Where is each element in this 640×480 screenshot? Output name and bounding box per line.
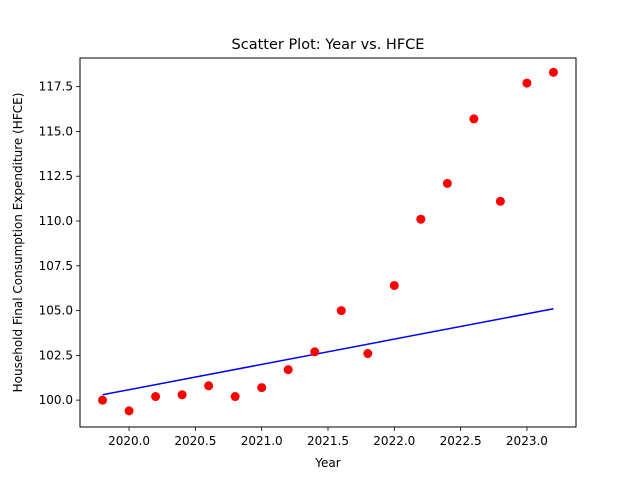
data-point [469,114,479,124]
y-tick-label: 105.0 [39,304,73,318]
data-point [283,365,293,375]
y-tick-label: 110.0 [39,214,73,228]
x-tick-label: 2021.0 [241,434,283,448]
data-point [416,214,426,224]
data-point [230,392,240,402]
x-tick-label: 2020.0 [108,434,150,448]
x-axis-label: Year [314,456,340,470]
trend-line [102,308,554,396]
chart-title: Scatter Plot: Year vs. HFCE [232,37,425,53]
data-point [522,78,532,88]
axes-frame [79,57,577,428]
data-point [495,196,505,206]
data-point [177,390,187,400]
x-axis: 2020.0 2020.5 2021.0 2021.5 2022.0 2022.5 2023… [108,427,548,448]
y-tick-label: 100.0 [39,393,73,407]
data-point [442,178,452,188]
data-point [389,280,399,290]
data-point [151,392,161,402]
y-axis-label: Household Final Consumption Expenditure … [11,93,25,393]
y-axis: 100.0 102.5 105.0 107.5 110.0 112.5 115.0 117.5 [39,80,80,407]
x-tick-label: 2021.5 [307,434,349,448]
y-tick-label: 107.5 [39,259,73,273]
y-tick-label: 117.5 [39,80,73,94]
data-point [124,406,134,416]
x-tick-label: 2023.0 [506,434,548,448]
y-tick-label: 115.0 [39,124,73,138]
data-point [204,381,214,391]
data-point [98,395,108,405]
y-tick-label: 112.5 [39,169,73,183]
x-tick-label: 2022.0 [373,434,415,448]
y-tick-label: 102.5 [39,348,73,362]
plot-area [98,67,558,416]
data-point [310,347,320,357]
x-tick-label: 2022.5 [440,434,482,448]
data-point [363,349,373,359]
data-point [257,383,267,393]
data-point [548,67,558,77]
x-tick-label: 2020.5 [174,434,216,448]
data-point [336,306,346,316]
